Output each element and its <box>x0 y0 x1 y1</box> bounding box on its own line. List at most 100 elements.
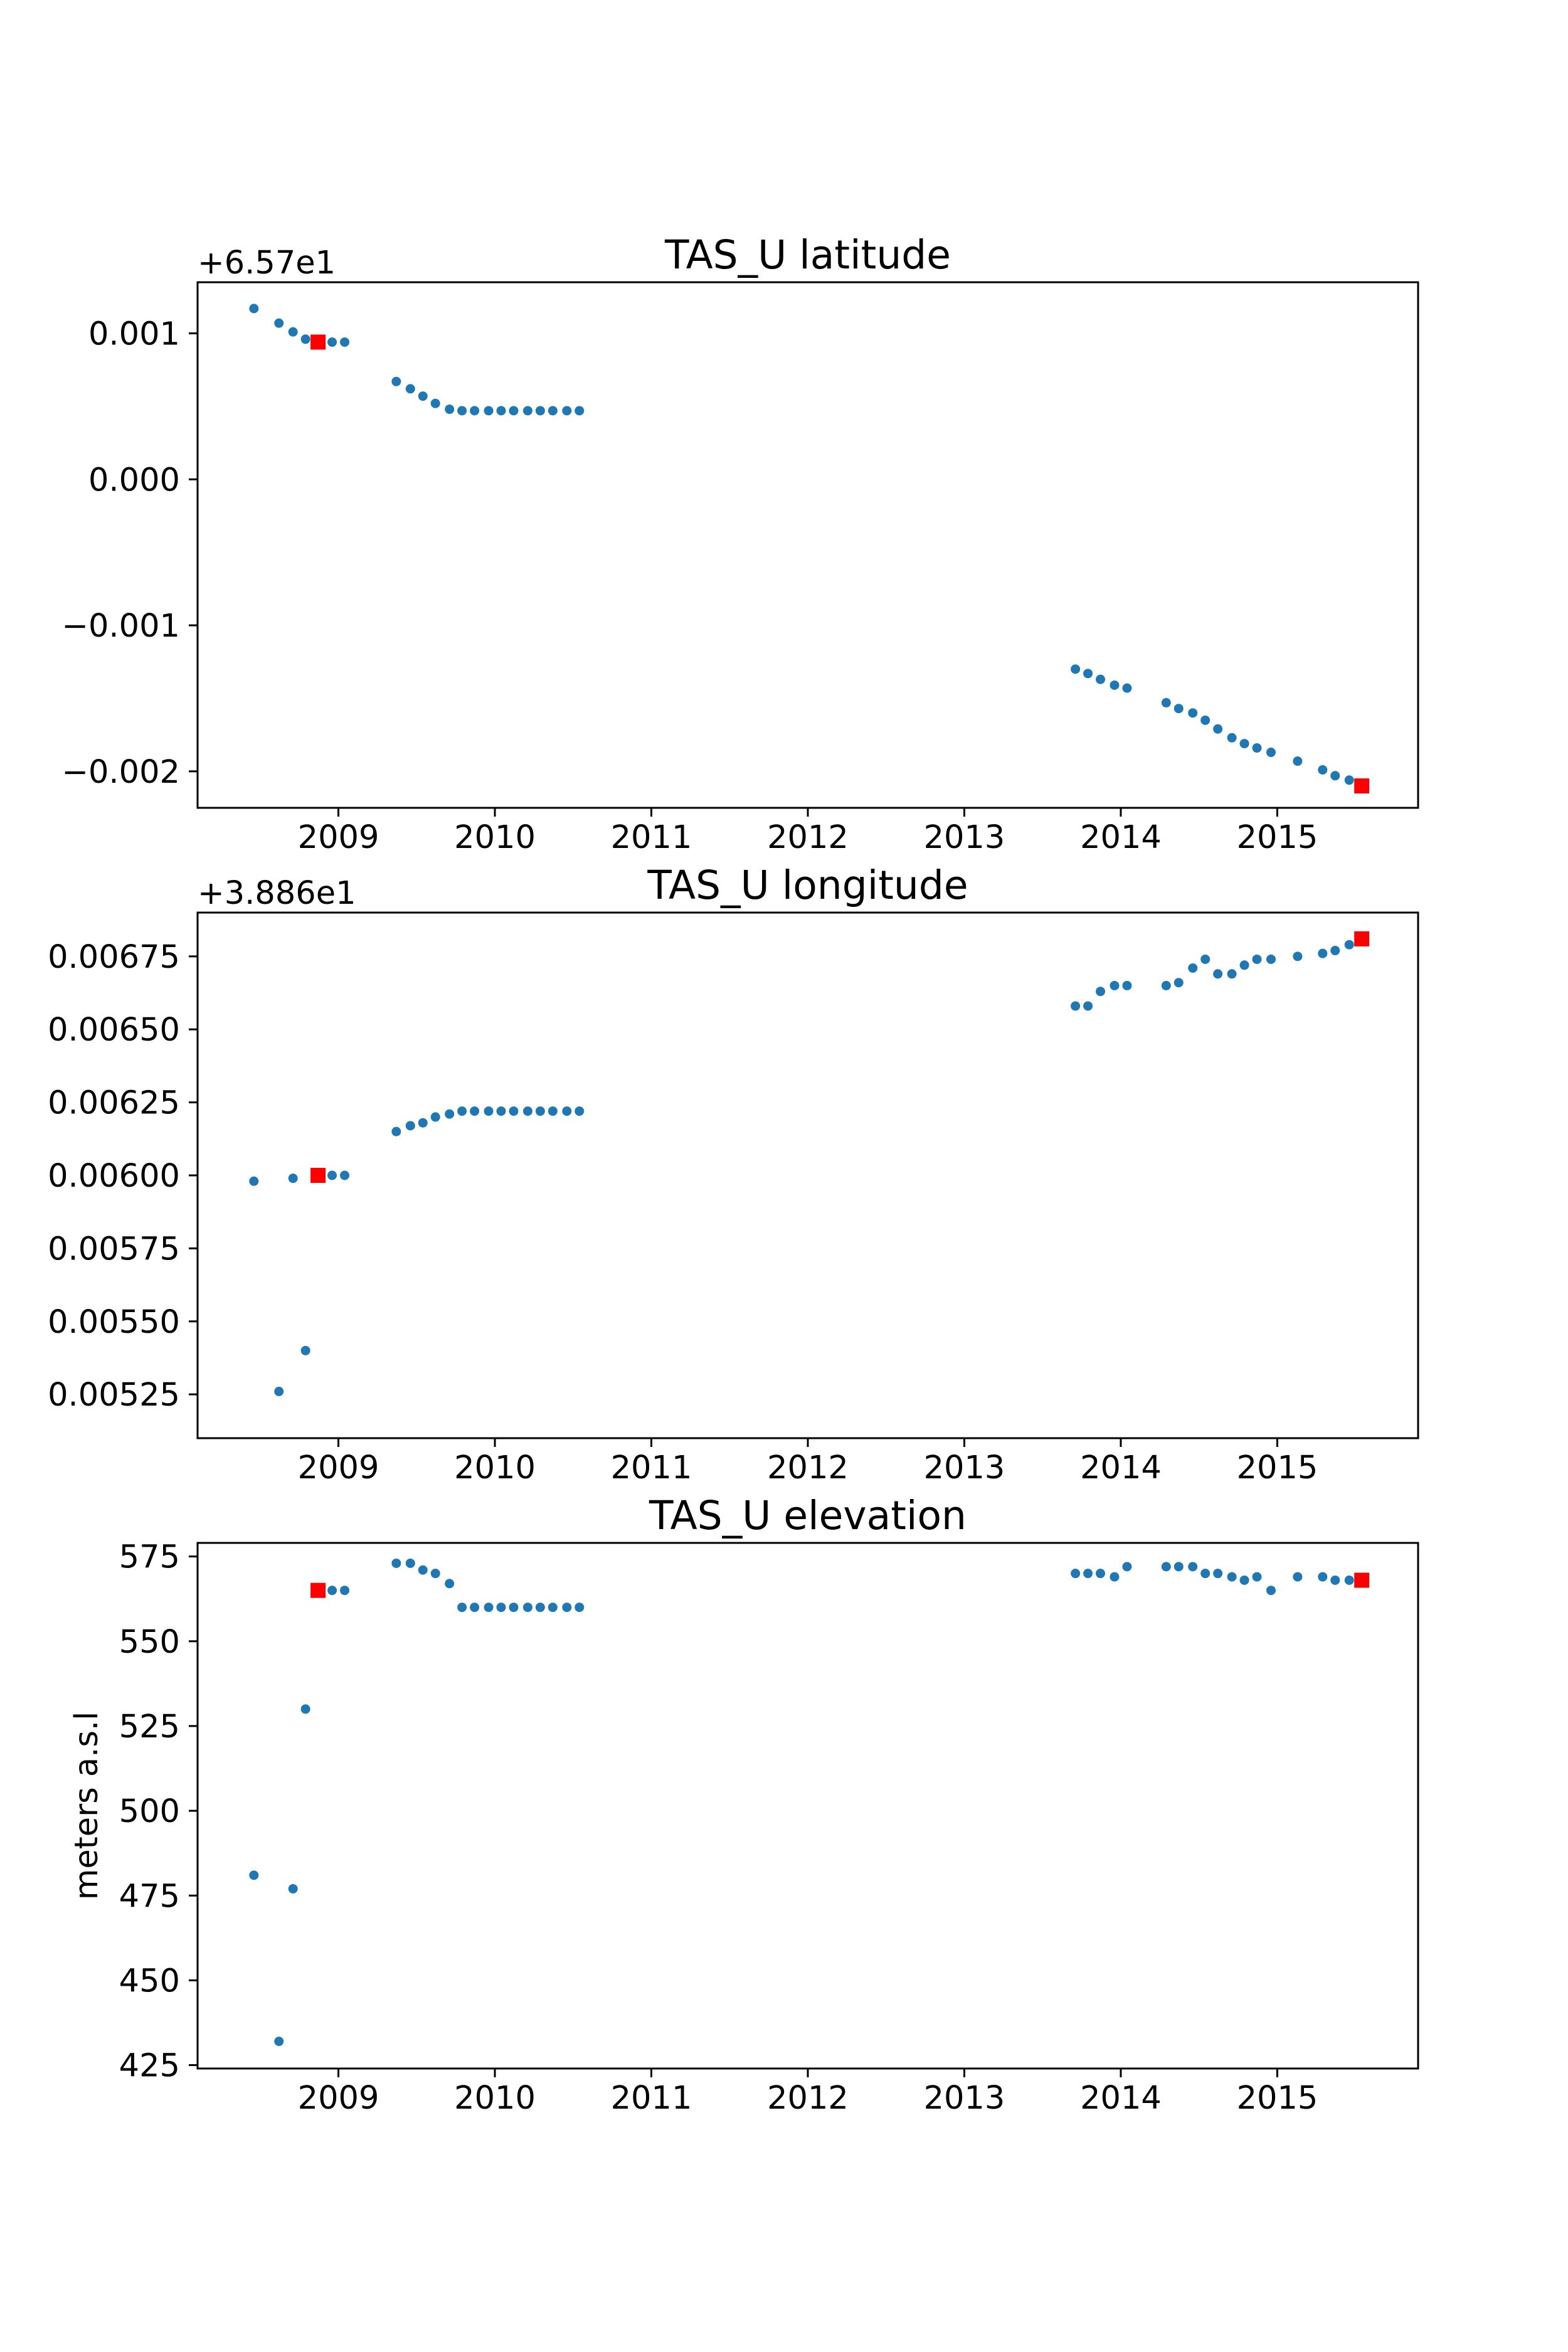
data-point <box>445 405 455 415</box>
highlight-marker <box>310 1168 326 1183</box>
data-point <box>1173 1562 1184 1572</box>
data-points <box>249 1558 1370 2047</box>
data-point <box>470 1602 480 1613</box>
data-point <box>340 337 350 347</box>
data-point <box>1200 954 1210 964</box>
data-point <box>418 391 428 401</box>
data-point <box>509 1602 519 1613</box>
data-point <box>1161 1562 1171 1572</box>
data-point <box>1344 940 1354 950</box>
data-point <box>484 1106 494 1116</box>
data-point <box>405 1558 415 1568</box>
data-point <box>288 1173 298 1184</box>
data-point <box>391 1558 401 1568</box>
data-point <box>548 1602 558 1613</box>
data-point <box>1344 775 1354 785</box>
data-point <box>391 376 401 386</box>
data-point <box>1213 1569 1223 1579</box>
data-point <box>1161 980 1171 990</box>
data-point <box>1200 715 1210 725</box>
highlight-marker <box>310 334 326 350</box>
data-point <box>548 1106 558 1116</box>
data-point <box>1110 1572 1120 1582</box>
panel-latitude: TAS_U latitude +6.57e1 2009 2010 2011 2012 2… <box>61 232 1419 856</box>
chart-title: TAS_U longitude <box>647 862 968 908</box>
data-point <box>340 1170 350 1180</box>
x-tick-label: 2010 <box>454 1449 536 1486</box>
y-tick-label: 0.00550 <box>48 1304 180 1341</box>
data-point <box>575 406 585 416</box>
x-tick-label: 2013 <box>924 819 1005 856</box>
data-point <box>249 304 259 314</box>
data-point <box>1252 954 1262 964</box>
data-point <box>1318 948 1328 958</box>
x-tick-label: 2012 <box>767 2080 849 2117</box>
data-point <box>1122 683 1132 693</box>
data-point <box>457 406 467 416</box>
data-point <box>1122 1562 1132 1572</box>
axes: 2009 2010 2011 2012 2013 2014 2015 0.001 0.000 −0… <box>61 315 1318 856</box>
data-point <box>1266 1586 1276 1596</box>
data-point <box>418 1565 428 1575</box>
data-point <box>535 406 545 416</box>
data-point <box>522 1106 532 1116</box>
panel-elevation: TAS_U elevation meters a.s.l 2009 2010 201… <box>68 1493 1419 2117</box>
y-tick-label: −0.001 <box>61 608 180 645</box>
data-point <box>484 1602 494 1613</box>
data-point <box>1227 969 1237 979</box>
x-tick-label: 2009 <box>298 1449 379 1486</box>
data-point <box>1227 733 1237 743</box>
x-tick-label: 2010 <box>454 2080 536 2117</box>
data-point <box>484 406 494 416</box>
data-point <box>1227 1572 1237 1582</box>
y-tick-label: 0.000 <box>88 462 180 499</box>
data-point <box>430 1112 440 1122</box>
x-tick-label: 2012 <box>767 1449 849 1486</box>
data-point <box>288 1883 298 1894</box>
data-point <box>1110 980 1120 990</box>
data-point <box>300 1345 310 1355</box>
data-point <box>1173 704 1184 714</box>
data-point <box>1266 748 1276 758</box>
x-tick-label: 2010 <box>454 819 536 856</box>
data-point <box>1330 771 1340 781</box>
data-point <box>327 1170 337 1180</box>
data-point <box>300 1704 310 1714</box>
data-point <box>1252 1572 1262 1582</box>
x-tick-label: 2011 <box>611 1449 692 1486</box>
data-point <box>327 1586 337 1596</box>
data-point <box>327 337 337 347</box>
y-tick-label: 0.001 <box>88 315 180 352</box>
data-points <box>249 304 1370 794</box>
y-tick-label: −0.002 <box>61 754 180 791</box>
data-point <box>470 1106 480 1116</box>
data-point <box>1330 946 1340 956</box>
data-point <box>405 1121 415 1131</box>
chart-title: TAS_U elevation <box>649 1493 967 1539</box>
x-tick-label: 2014 <box>1080 2080 1162 2117</box>
data-point <box>535 1106 545 1116</box>
data-point <box>1213 724 1223 734</box>
data-point <box>430 1569 440 1579</box>
data-point <box>1096 674 1106 684</box>
data-point <box>535 1602 545 1613</box>
data-point <box>1266 954 1276 964</box>
data-point <box>1344 1575 1354 1585</box>
data-point <box>496 406 506 416</box>
data-point <box>430 398 440 408</box>
chart-title: TAS_U latitude <box>664 232 951 278</box>
data-point <box>405 384 415 394</box>
y-tick-label: 0.00675 <box>48 939 180 976</box>
axes: 2009 2010 2011 2012 2013 2014 2015 575 550 525 500… <box>119 1539 1318 2117</box>
data-point <box>274 318 284 328</box>
x-tick-label: 2015 <box>1237 2080 1318 2117</box>
data-point <box>548 406 558 416</box>
data-point <box>1110 680 1120 690</box>
x-tick-label: 2013 <box>924 2080 1005 2117</box>
x-tick-label: 2009 <box>298 819 379 856</box>
x-tick-label: 2011 <box>611 819 692 856</box>
x-tick-label: 2015 <box>1237 1449 1318 1486</box>
data-point <box>470 406 480 416</box>
data-point <box>522 1602 532 1613</box>
